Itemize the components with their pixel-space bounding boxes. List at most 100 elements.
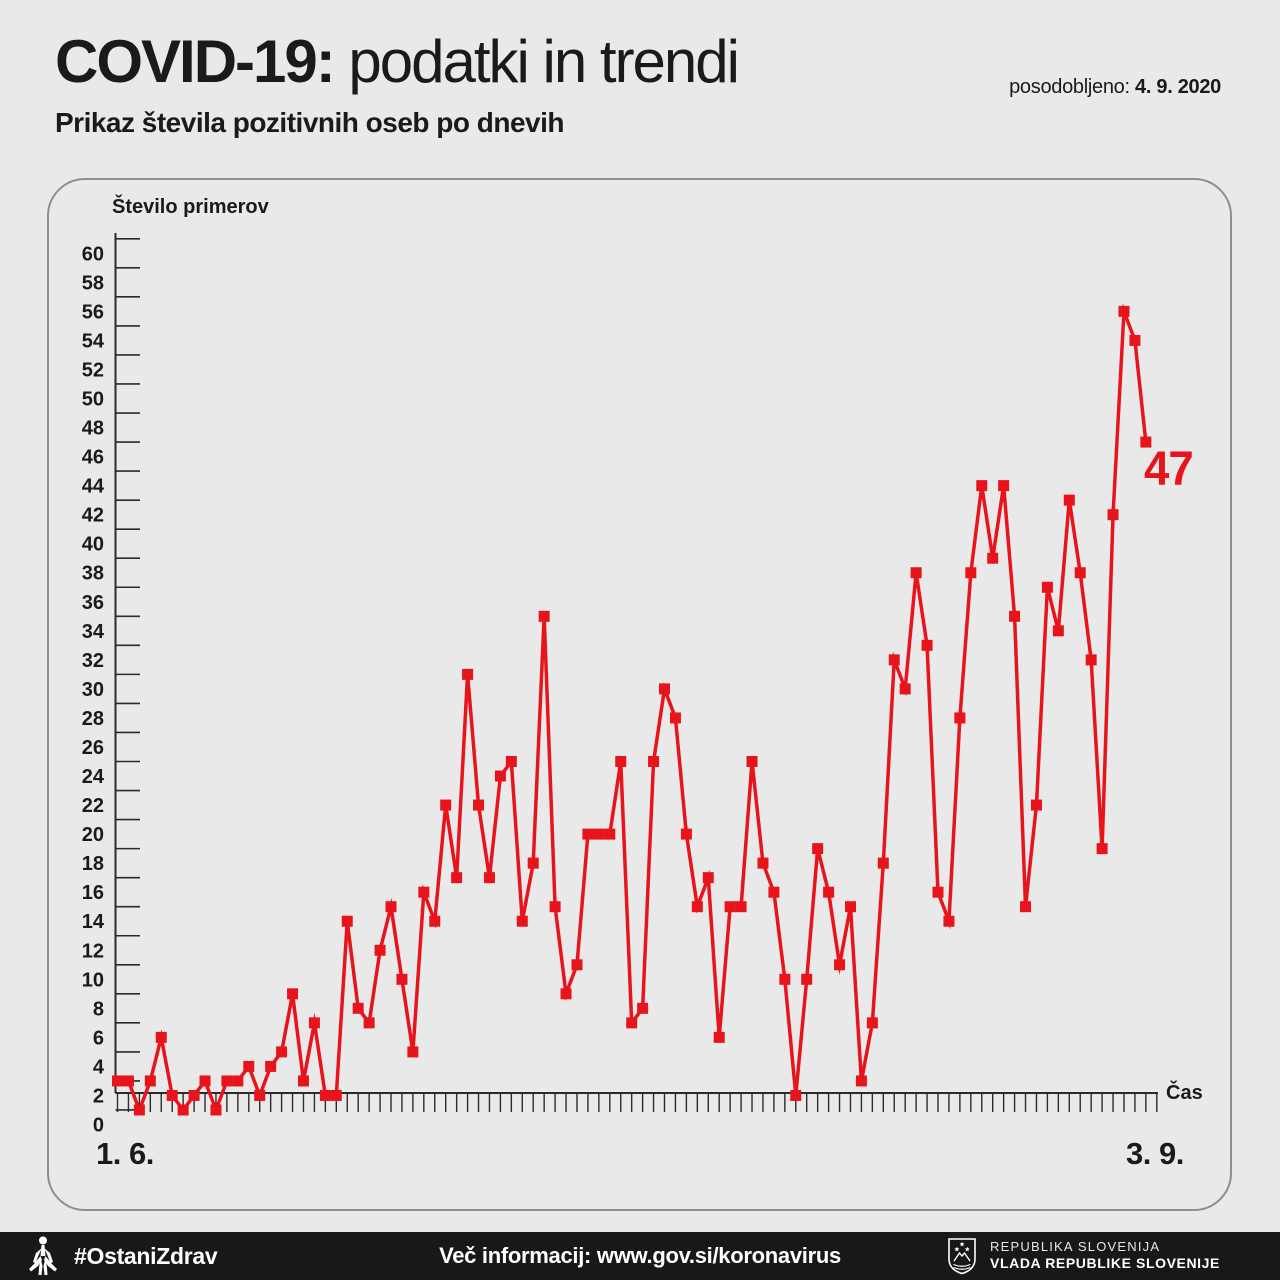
x-axis-title: Čas bbox=[1166, 1082, 1203, 1104]
y-axis-tick-label: 56 bbox=[82, 301, 104, 323]
data-point bbox=[659, 683, 670, 695]
y-axis-tick-label: 40 bbox=[82, 534, 104, 556]
data-point bbox=[276, 1046, 288, 1058]
data-point bbox=[691, 901, 703, 913]
more-info-link[interactable]: Več informacij: www.gov.si/koronavirus bbox=[439, 1243, 841, 1268]
data-point bbox=[265, 1060, 277, 1072]
data-point bbox=[560, 988, 572, 1000]
data-point bbox=[812, 843, 824, 855]
y-axis-tick-label: 48 bbox=[82, 418, 104, 440]
data-point bbox=[319, 1089, 331, 1101]
y-axis-tick-label: 50 bbox=[82, 389, 104, 411]
data-point bbox=[429, 915, 441, 927]
hashtag-label: #OstaniZdrav bbox=[74, 1242, 218, 1269]
data-point bbox=[735, 901, 747, 913]
data-point bbox=[538, 610, 550, 622]
y-axis-tick-label: 6 bbox=[93, 1027, 104, 1049]
data-point bbox=[1030, 799, 1042, 811]
data-point bbox=[713, 1031, 725, 1043]
data-point bbox=[1096, 843, 1108, 855]
y-axis-tick-label: 24 bbox=[82, 766, 105, 788]
y-axis-tick-label: 8 bbox=[93, 998, 104, 1020]
gov-line2: VLADA REPUBLIKE SLOVENIJE bbox=[990, 1255, 1220, 1272]
data-point bbox=[243, 1060, 255, 1072]
updated-timestamp: posodobljeno: 4. 9. 2020 bbox=[1009, 76, 1221, 99]
data-point bbox=[352, 1002, 364, 1014]
data-point bbox=[440, 799, 452, 811]
data-point bbox=[1074, 567, 1086, 579]
data-point bbox=[943, 915, 955, 927]
data-point bbox=[910, 567, 922, 579]
data-point bbox=[483, 872, 495, 884]
data-point bbox=[287, 988, 299, 1000]
data-point bbox=[516, 915, 528, 927]
y-axis-tick-label: 42 bbox=[82, 505, 104, 527]
data-point bbox=[604, 828, 616, 840]
data-point bbox=[166, 1089, 178, 1101]
data-point bbox=[221, 1075, 233, 1087]
y-axis-tick-label: 58 bbox=[82, 272, 104, 294]
data-point bbox=[1020, 901, 1032, 913]
data-point bbox=[921, 639, 933, 651]
data-point bbox=[374, 944, 386, 956]
data-point bbox=[987, 552, 999, 564]
y-axis-tick-label: 60 bbox=[82, 243, 104, 265]
data-point bbox=[844, 901, 856, 913]
data-point bbox=[998, 480, 1010, 492]
data-point bbox=[155, 1031, 167, 1043]
data-point bbox=[801, 973, 813, 985]
data-point bbox=[702, 872, 714, 884]
y-axis-tick-label: 2 bbox=[93, 1085, 104, 1107]
data-point bbox=[877, 857, 889, 869]
data-point bbox=[494, 770, 506, 782]
data-point bbox=[790, 1089, 802, 1101]
data-point bbox=[932, 886, 944, 898]
data-point bbox=[396, 973, 408, 985]
ostanizdrav-person-icon bbox=[29, 1236, 57, 1275]
data-point bbox=[1129, 334, 1141, 346]
data-point bbox=[1052, 625, 1064, 637]
y-axis-tick-label: 38 bbox=[82, 563, 104, 585]
data-point bbox=[834, 959, 846, 971]
data-point bbox=[1085, 654, 1097, 666]
y-axis-tick-label: 44 bbox=[82, 476, 105, 498]
data-point bbox=[133, 1104, 145, 1116]
y-axis-tick-label: 30 bbox=[82, 679, 104, 701]
data-point bbox=[582, 828, 594, 840]
data-point bbox=[1041, 581, 1053, 593]
page-title-rest: podatki in trendi bbox=[333, 28, 740, 95]
data-point bbox=[571, 959, 583, 971]
data-point bbox=[385, 901, 397, 913]
chart-panel bbox=[47, 178, 1232, 1211]
data-point bbox=[976, 480, 988, 492]
data-point bbox=[669, 712, 681, 724]
government-text: REPUBLIKA SLOVENIJA VLADA REPUBLIKE SLOV… bbox=[990, 1239, 1220, 1273]
x-axis-end-label: 3. 9. bbox=[1126, 1136, 1184, 1171]
data-point bbox=[199, 1075, 211, 1087]
y-axis-tick-label: 36 bbox=[82, 592, 104, 614]
data-point bbox=[637, 1002, 649, 1014]
data-point bbox=[122, 1075, 134, 1087]
y-axis-tick-label: 46 bbox=[82, 447, 104, 469]
y-axis-tick-label: 18 bbox=[82, 853, 104, 875]
footer-bar: #OstaniZdrav Več informacij: www.gov.si/… bbox=[0, 1232, 1280, 1280]
y-axis-tick-label: 28 bbox=[82, 708, 104, 730]
data-point bbox=[1140, 436, 1152, 448]
data-point bbox=[177, 1104, 189, 1116]
data-point bbox=[680, 828, 692, 840]
data-point bbox=[254, 1089, 266, 1101]
data-point bbox=[1063, 494, 1075, 506]
data-point bbox=[144, 1075, 156, 1087]
y-axis-tick-label: 52 bbox=[82, 359, 104, 381]
data-point bbox=[232, 1075, 244, 1087]
data-point bbox=[888, 654, 900, 666]
y-axis-tick-label: 54 bbox=[82, 330, 105, 352]
y-axis-tick-label: 32 bbox=[82, 650, 104, 672]
slovenia-coat-of-arms-icon bbox=[948, 1238, 976, 1275]
data-point bbox=[757, 857, 769, 869]
y-axis-tick-label: 4 bbox=[93, 1056, 105, 1078]
data-point bbox=[724, 901, 736, 913]
y-axis-tick-label: 26 bbox=[82, 737, 104, 759]
y-axis-tick-label: 20 bbox=[82, 824, 104, 846]
data-point bbox=[746, 756, 758, 767]
